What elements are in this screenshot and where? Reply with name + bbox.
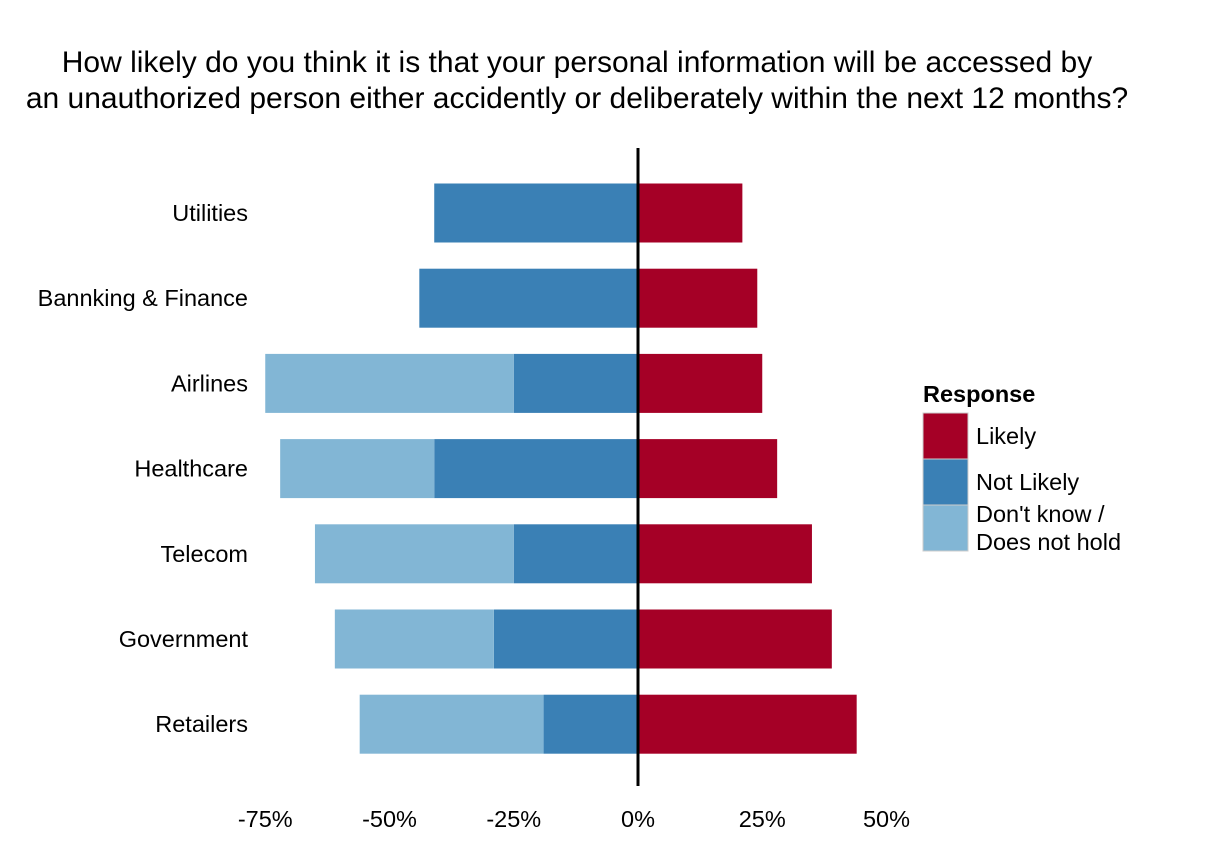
legend-label-not-likely: Not Likely bbox=[976, 469, 1079, 495]
x-tick-label: -50% bbox=[362, 806, 417, 832]
x-tick-label: 0% bbox=[621, 806, 655, 832]
legend-swatch-likely bbox=[922, 412, 969, 460]
legend-title: Response bbox=[923, 381, 1035, 407]
bar-don-t-know-does-not-hold-telecom bbox=[314, 524, 514, 584]
bar-not-likely-airlines bbox=[513, 353, 638, 413]
category-label-healthcare: Healthcare bbox=[134, 456, 248, 482]
x-tick-label: -25% bbox=[486, 806, 541, 832]
legend-label-likely: Likely bbox=[976, 423, 1036, 449]
bar-not-likely-utilities bbox=[434, 183, 638, 243]
bar-not-likely-retailers bbox=[543, 694, 638, 754]
bar-not-likely-government bbox=[493, 609, 638, 669]
category-label-airlines: Airlines bbox=[171, 370, 248, 396]
bar-not-likely-bannking-finance bbox=[419, 268, 638, 328]
x-tick-label: 25% bbox=[739, 806, 786, 832]
chart-title-line-1: How likely do you think it is that your … bbox=[62, 46, 1093, 79]
category-label-retailers: Retailers bbox=[155, 711, 248, 737]
bar-don-t-know-does-not-hold-airlines bbox=[265, 353, 514, 413]
legend: Response Likely Not Likely Don't know /Does… bbox=[922, 381, 1121, 555]
category-label-utilities: Utilities bbox=[172, 200, 248, 226]
bar-don-t-know-does-not-hold-government bbox=[334, 609, 494, 669]
bars-group bbox=[265, 183, 857, 754]
bar-likely-utilities bbox=[638, 183, 743, 243]
category-label-government: Government bbox=[119, 626, 249, 652]
bar-likely-retailers bbox=[638, 694, 857, 754]
bar-likely-government bbox=[638, 609, 832, 669]
category-labels: Utilities Bannking & Finance Airlines Healt… bbox=[38, 200, 249, 737]
bar-likely-bannking-finance bbox=[638, 268, 758, 328]
legend-swatch-not-likely bbox=[922, 458, 969, 506]
x-tick-label: 50% bbox=[863, 806, 910, 832]
chart-title: How likely do you think it is that your … bbox=[26, 46, 1128, 115]
x-tick-label: -75% bbox=[238, 806, 293, 832]
legend-label-don-t-know: Don't know / bbox=[976, 501, 1105, 527]
bar-don-t-know-does-not-hold-healthcare bbox=[280, 439, 435, 499]
category-label-telecom: Telecom bbox=[160, 541, 248, 567]
bar-likely-airlines bbox=[638, 353, 763, 413]
chart-title-line-2: an unauthorized person either accidently… bbox=[26, 82, 1128, 115]
legend-label-does-not-hold: Does not hold bbox=[976, 529, 1121, 555]
bar-likely-healthcare bbox=[638, 439, 778, 499]
bar-not-likely-telecom bbox=[513, 524, 638, 584]
bar-don-t-know-does-not-hold-retailers bbox=[359, 694, 544, 754]
legend-swatch-don-t-know-does-not-hold bbox=[922, 504, 969, 552]
bar-not-likely-healthcare bbox=[434, 439, 638, 499]
bar-likely-telecom bbox=[638, 524, 812, 584]
x-axis-tick-labels: -75% -50% -25% 0% 25% 50% bbox=[238, 806, 910, 832]
category-label-bannking-finance: Bannking & Finance bbox=[38, 285, 248, 311]
